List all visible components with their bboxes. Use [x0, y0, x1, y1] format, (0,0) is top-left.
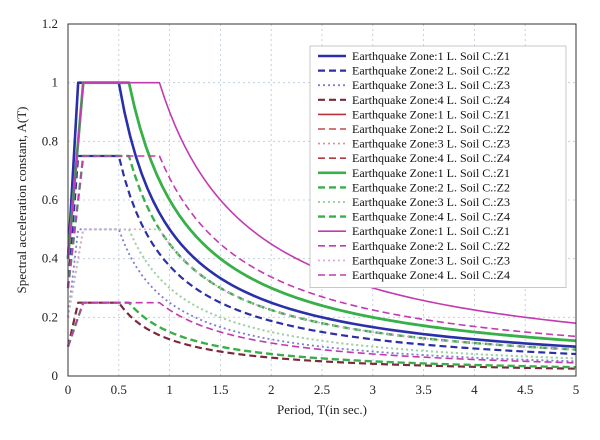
- legend-entry: Earthquake Zone:1 L. Soil C.:Z1: [352, 107, 510, 121]
- legend-entry: Earthquake Zone:1 L. Soil C.:Z1: [352, 166, 510, 180]
- y-tick-label: 1: [52, 75, 59, 90]
- y-tick-labels: 0 0.2 0.4 0.6 0.8 1 1.2: [42, 16, 59, 383]
- x-tick-label: 4.5: [517, 382, 533, 397]
- series-line: [66, 154, 577, 356]
- legend-entry: Earthquake Zone:1 L. Soil C.:Z1: [352, 224, 510, 238]
- y-tick-label: 0: [52, 368, 59, 383]
- series-line: [67, 228, 577, 363]
- legend-entry: Earthquake Zone:2 L. Soil C.:Z2: [352, 122, 510, 136]
- legend-entry: Earthquake Zone:4 L. Soil C.:Z4: [352, 268, 510, 282]
- series-line: [67, 228, 577, 360]
- legend: Earthquake Zone:1 L. Soil C.:Z1Earthquak…: [309, 45, 567, 289]
- series-line: [66, 301, 577, 370]
- y-tick-label: 0.2: [42, 309, 58, 324]
- series-line: [66, 154, 577, 351]
- series-line: [67, 301, 577, 364]
- x-tick-label: 0: [65, 382, 72, 397]
- legend-entry: Earthquake Zone:2 L. Soil C.:Z2: [352, 239, 510, 253]
- legend-entry: Earthquake Zone:3 L. Soil C.:Z3: [352, 78, 510, 92]
- legend-entry: Earthquake Zone:4 L. Soil C.:Z4: [352, 210, 510, 224]
- series-line: [67, 228, 577, 351]
- x-tick-label: 1.5: [212, 382, 228, 397]
- x-tick-label: 2.5: [314, 382, 330, 397]
- series-line: [67, 155, 577, 338]
- legend-entry: Earthquake Zone:3 L. Soil C.:Z3: [352, 195, 510, 209]
- series-line: [66, 81, 577, 343]
- legend-entry: Earthquake Zone:4 L. Soil C.:Z4: [352, 93, 510, 107]
- y-tick-label: 0.8: [42, 133, 58, 148]
- x-tick-labels: 0 0.5 1 1.5 2 2.5 3 3.5 4 4.5 5: [65, 382, 580, 397]
- x-tick-label: 1: [166, 382, 173, 397]
- x-tick-label: 0.5: [111, 382, 127, 397]
- y-tick-label: 0.4: [42, 251, 59, 266]
- legend-entry: Earthquake Zone:2 L. Soil C.:Z2: [352, 64, 510, 78]
- y-tick-label: 1.2: [42, 16, 58, 31]
- y-tick-label: 0.6: [42, 192, 59, 207]
- x-tick-label: 5: [573, 382, 580, 397]
- y-axis-label: Spectral acceleration constant, A(T): [14, 107, 29, 294]
- x-axis-label: Period, T(in sec.): [277, 402, 367, 417]
- series-line: [66, 301, 577, 369]
- x-tick-label: 4: [471, 382, 478, 397]
- series-line: [66, 81, 577, 348]
- legend-entry: Earthquake Zone:1 L. Soil C.:Z1: [352, 49, 510, 63]
- x-tick-label: 3: [370, 382, 377, 397]
- legend-entry: Earthquake Zone:3 L. Soil C.:Z3: [352, 253, 510, 267]
- x-tick-label: 3.5: [415, 382, 431, 397]
- legend-entry: Earthquake Zone:2 L. Soil C.:Z2: [352, 180, 510, 194]
- legend-entry: Earthquake Zone:3 L. Soil C.:Z3: [352, 137, 510, 151]
- x-tick-label: 2: [268, 382, 275, 397]
- series-lines: [66, 81, 577, 370]
- legend-box: [309, 45, 567, 289]
- plot-frame: [67, 23, 577, 377]
- legend-entry: Earthquake Zone:4 L. Soil C.:Z4: [352, 151, 510, 165]
